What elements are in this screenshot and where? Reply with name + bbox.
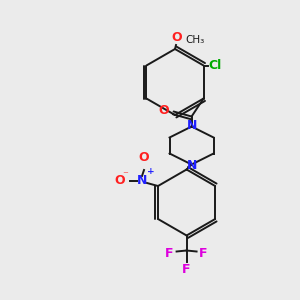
Text: N: N <box>137 175 147 188</box>
Text: O: O <box>114 175 125 188</box>
Text: N: N <box>186 119 197 132</box>
Text: O: O <box>172 31 182 44</box>
Text: F: F <box>199 247 208 260</box>
Text: F: F <box>182 263 191 276</box>
Text: O: O <box>139 151 149 164</box>
Text: Cl: Cl <box>208 59 222 72</box>
Text: N: N <box>186 159 197 172</box>
Text: O: O <box>158 104 169 117</box>
Text: +: + <box>147 167 154 176</box>
Text: CH₃: CH₃ <box>185 35 204 45</box>
Text: ⁻: ⁻ <box>122 170 128 180</box>
Text: F: F <box>165 247 174 260</box>
